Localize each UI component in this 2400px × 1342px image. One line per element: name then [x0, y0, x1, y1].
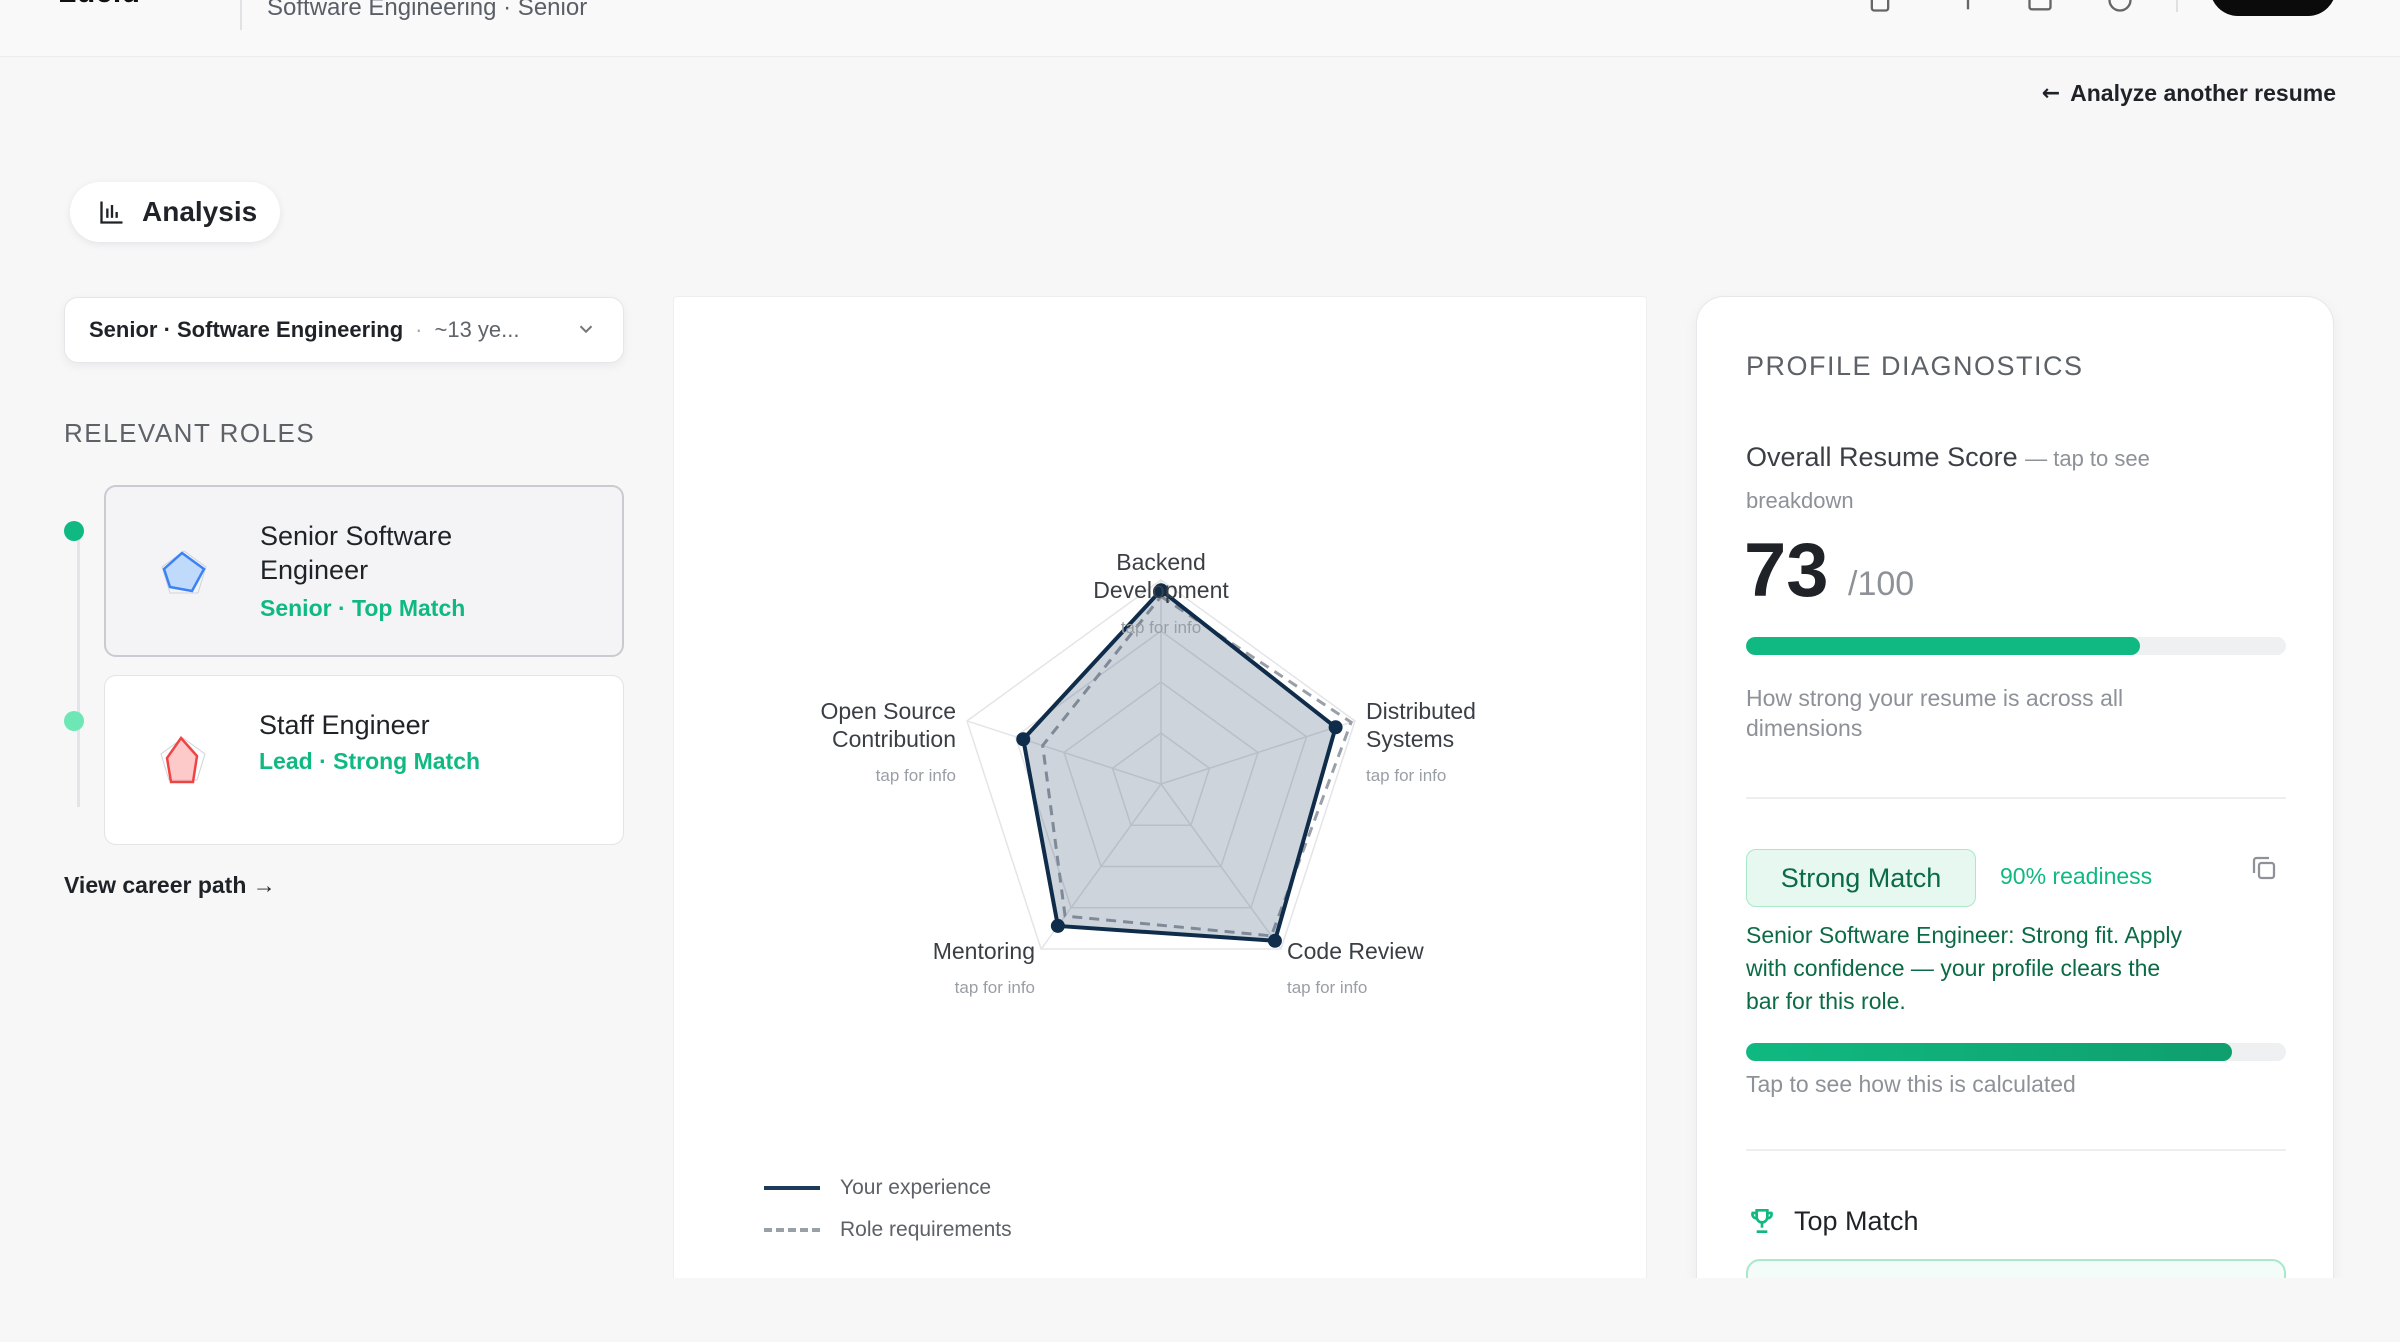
brand-divider	[240, 0, 242, 30]
match-explanation: Senior Software Engineer: Strong fit. Ap…	[1746, 922, 2182, 1014]
page-bottom-band	[0, 1278, 2400, 1342]
overall-score-value: 73	[1744, 528, 1829, 613]
radar-grid-ring	[1063, 681, 1259, 868]
role-radar-thumbnail-icon	[160, 735, 206, 784]
account-button[interactable]	[2210, 0, 2336, 16]
document-icon[interactable]	[1866, 0, 1894, 12]
arrow-left-icon: ←	[2041, 81, 2061, 106]
select-separator: ·	[415, 317, 423, 342]
top-bar: Lucid Software Engineering · Senior	[0, 0, 2400, 57]
readiness-value: 90% readiness	[2000, 863, 2153, 889]
analysis-tab[interactable]: Analysis	[70, 182, 280, 242]
select-main-value: Senior · Software Engineering	[89, 317, 404, 342]
your-experience-point	[1328, 720, 1343, 735]
role-subtitle: Senior · Top Match	[260, 595, 466, 621]
readiness-bar-fill	[1746, 1043, 2232, 1061]
trophy-icon	[1751, 1209, 1773, 1233]
calculation-hint[interactable]: Tap to see how this is calculated	[1746, 1071, 2076, 1097]
analyze-another-link[interactable]: ← Analyze another resume	[2042, 80, 2336, 107]
bulb-icon[interactable]	[1954, 0, 1982, 10]
timeline-dot	[64, 711, 84, 731]
help-icon[interactable]	[2106, 0, 2134, 12]
top-match-label: Top Match	[1794, 1205, 1919, 1236]
radar-axis-hint[interactable]: tap for info	[876, 766, 956, 785]
your-experience-point	[1154, 583, 1168, 598]
select-experience-value: ~13 ye...	[434, 317, 520, 342]
match-badge: Strong Match	[1746, 849, 1976, 907]
legend-label: Role requirements	[840, 1218, 1012, 1241]
breadcrumb: Software Engineering · Senior	[267, 0, 588, 21]
radar-axis-label: Backend	[1116, 549, 1206, 575]
your-experience-point	[1016, 732, 1031, 747]
radar-axis-label: Distributed	[1366, 698, 1476, 724]
score-label-text: Overall Resume Score	[1746, 442, 2018, 472]
legend-dashed-line	[764, 1228, 820, 1232]
bar-chart-icon	[100, 201, 123, 224]
radar-axis-label: Development	[1093, 577, 1229, 603]
radar-axis-hint[interactable]: tap for info	[1366, 766, 1446, 785]
copy-icon[interactable]	[2249, 853, 2279, 883]
role-requirements-series	[1041, 594, 1353, 938]
view-career-path-link[interactable]: View career path →	[64, 872, 276, 898]
role-title: Staff Engineer	[259, 710, 430, 740]
radar-axis-hint[interactable]: tap for info	[955, 978, 1035, 997]
divider	[1746, 1149, 2286, 1151]
analysis-tab-label: Analysis	[142, 196, 258, 227]
chart-legend: Your experience Role requirements	[764, 1167, 1012, 1251]
radar-axis-label: Contribution	[832, 726, 956, 752]
overall-score-bar	[1746, 637, 2286, 655]
analyze-another-label: Analyze another resume	[2070, 80, 2336, 106]
diagnostics-title: PROFILE DIAGNOSTICS	[1746, 351, 2084, 381]
radar-spoke	[966, 720, 1162, 785]
role-card-senior-software-engineer[interactable]: Senior Software Engineer Senior · Top Ma…	[104, 485, 624, 657]
role-subtitle: Lead · Strong Match	[259, 748, 481, 774]
score-description: How strong your resume is across all dim…	[1746, 685, 2124, 741]
overall-score-max: /100	[1848, 565, 1915, 603]
role-card-staff-engineer[interactable]: Staff Engineer Lead · Strong Match	[104, 675, 624, 845]
legend-label: Your experience	[840, 1176, 991, 1199]
radar-grid-ring	[966, 579, 1356, 950]
your-experience-point	[1267, 933, 1282, 948]
your-experience-point	[1050, 918, 1065, 933]
brand-logo[interactable]: Lucid	[58, 0, 141, 10]
radar-axis-label: Code Review	[1287, 938, 1424, 964]
radar-chart-card: Backend Development tap for info Distribute…	[673, 296, 1647, 1342]
relevant-roles-heading: RELEVANT ROLES	[64, 418, 316, 448]
your-experience-series	[1021, 588, 1338, 943]
radar-axis-label: Mentoring	[933, 938, 1035, 964]
radar-axis-hint[interactable]: tap for info	[1121, 618, 1201, 637]
role-radar-thumbnail-icon	[161, 550, 207, 594]
divider	[1746, 797, 2286, 799]
radar-axis-hint[interactable]: tap for info	[1287, 978, 1367, 997]
radar-spoke	[1160, 783, 1282, 950]
top-match-heading: Top Match	[1746, 1205, 1919, 1237]
chevron-down-icon	[579, 325, 593, 334]
topbar-divider	[2176, 0, 2178, 12]
score-label-hint: — tap to see breakdown	[1746, 446, 2150, 513]
radar-spoke	[1160, 720, 1356, 785]
briefcase-icon[interactable]	[2026, 0, 2054, 11]
timeline-line	[77, 532, 80, 807]
readiness-bar[interactable]	[1746, 1043, 2286, 1061]
overall-score-label[interactable]: Overall Resume Score — tap to see breakd…	[1746, 437, 2216, 521]
radar-grid-ring	[1111, 732, 1211, 827]
role-title: Senior Software Engineer	[260, 521, 453, 585]
role-level-select[interactable]: Senior · Software Engineering · ~13 ye..…	[64, 297, 624, 363]
radar-axis-label: Open Source	[820, 698, 956, 724]
legend-solid-line	[764, 1186, 820, 1190]
profile-diagnostics-card: PROFILE DIAGNOSTICS Overall Resume Score…	[1696, 296, 2334, 1342]
legend-item-your-experience: Your experience	[764, 1167, 1012, 1209]
radar-axis-label: Systems	[1366, 726, 1454, 752]
legend-item-role-requirements: Role requirements	[764, 1209, 1012, 1251]
timeline-dot	[64, 521, 84, 541]
overall-score-bar-fill	[1746, 637, 2141, 655]
